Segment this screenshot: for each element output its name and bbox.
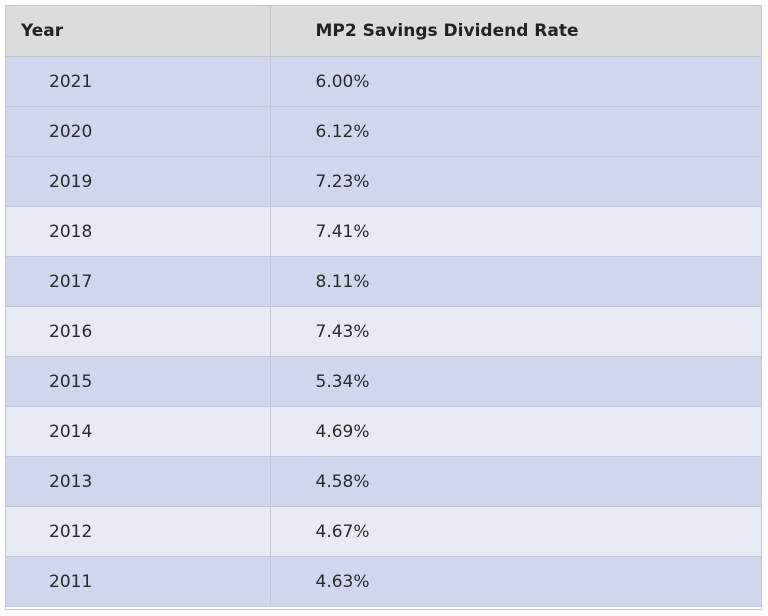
- cell-rate: 6.00%: [270, 56, 761, 107]
- cell-rate: 4.63%: [270, 556, 761, 607]
- table-row: 2013 4.58%: [6, 456, 761, 507]
- cell-year: 2011: [6, 556, 271, 607]
- table-header: Year MP2 Savings Dividend Rate: [6, 6, 761, 57]
- table-row: 2021 6.00%: [6, 56, 761, 107]
- table-row: 2018 7.41%: [6, 206, 761, 257]
- cell-rate: 8.11%: [270, 256, 761, 307]
- cell-year: 2021: [6, 56, 271, 107]
- cell-year: 2014: [6, 406, 271, 457]
- cell-year: 2017: [6, 256, 271, 307]
- table-row: 2019 7.23%: [6, 156, 761, 207]
- column-header-rate: MP2 Savings Dividend Rate: [270, 6, 761, 57]
- header-row: Year MP2 Savings Dividend Rate: [6, 6, 761, 57]
- cell-year: 2013: [6, 456, 271, 507]
- table-row: 2020 6.12%: [6, 106, 761, 157]
- cell-rate: 6.12%: [270, 106, 761, 157]
- column-header-year: Year: [6, 6, 271, 57]
- table-row: 2015 5.34%: [6, 356, 761, 407]
- cell-year: 2016: [6, 306, 271, 357]
- dividend-rate-table: Year MP2 Savings Dividend Rate 2021 6.00%…: [5, 5, 762, 610]
- cell-rate: 7.43%: [270, 306, 761, 357]
- table-row: 2011 4.63%: [6, 556, 761, 607]
- cell-year: 2012: [6, 506, 271, 557]
- table-row: 2016 7.43%: [6, 306, 761, 357]
- cell-rate: 4.67%: [270, 506, 761, 557]
- cell-rate: 7.23%: [270, 156, 761, 207]
- cell-year: 2018: [6, 206, 271, 257]
- cell-rate: 5.34%: [270, 356, 761, 407]
- cell-year: 2020: [6, 106, 271, 157]
- data-table: Year MP2 Savings Dividend Rate 2021 6.00%…: [6, 6, 761, 607]
- table-row: 2017 8.11%: [6, 256, 761, 307]
- cell-rate: 4.69%: [270, 406, 761, 457]
- table-row: 2012 4.67%: [6, 506, 761, 557]
- table-row: 2014 4.69%: [6, 406, 761, 457]
- cell-rate: 7.41%: [270, 206, 761, 257]
- table-body: 2021 6.00% 2020 6.12% 2019 7.23% 2018 7.41% 2017…: [6, 56, 761, 607]
- cell-rate: 4.58%: [270, 456, 761, 507]
- cell-year: 2019: [6, 156, 271, 207]
- cell-year: 2015: [6, 356, 271, 407]
